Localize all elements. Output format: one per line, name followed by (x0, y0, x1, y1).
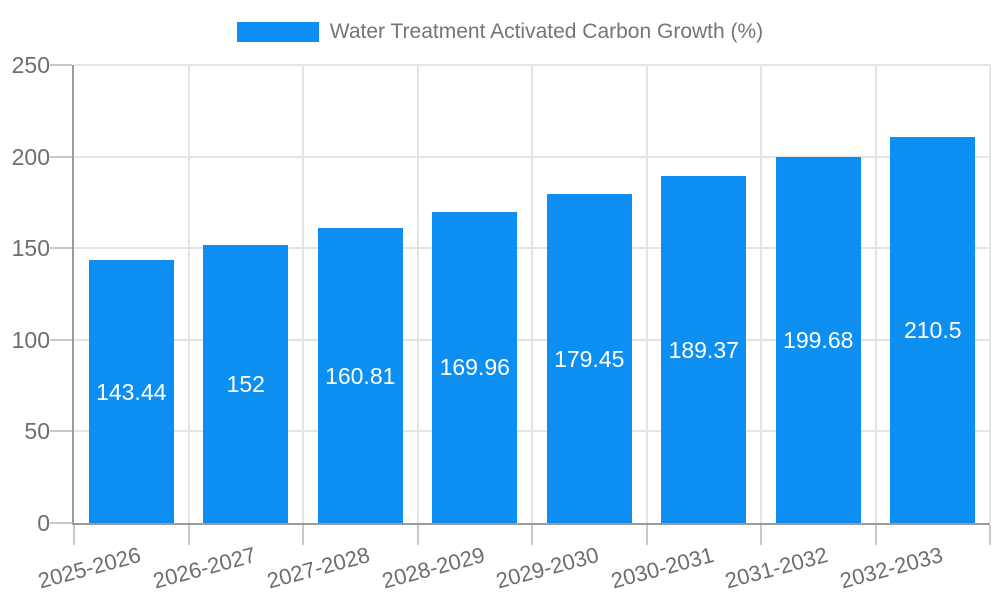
y-axis-label: 200 (11, 143, 50, 170)
bar-2029-2030[interactable] (546, 194, 632, 523)
bar-2028-2029[interactable] (432, 211, 518, 523)
bar-2031-2032[interactable] (775, 157, 861, 523)
bar-value-label: 189.37 (668, 336, 739, 363)
x-axis-tick (760, 525, 762, 545)
legend-swatch (236, 22, 319, 42)
y-axis-label: 100 (11, 326, 50, 353)
bar-2032-2033[interactable] (890, 137, 976, 523)
x-axis-label: 2025-2026 (35, 542, 144, 594)
x-axis-label: 2030-2031 (607, 542, 716, 594)
x-axis-tick (874, 525, 877, 545)
x-axis-tick (645, 525, 648, 545)
y-axis-label: 0 (37, 510, 50, 536)
x-axis-tick (187, 525, 190, 545)
x-axis-label: 2026-2027 (149, 542, 258, 594)
bar-value-label: 210.5 (903, 317, 962, 344)
y-axis-tick (50, 430, 72, 433)
x-gridline (874, 65, 877, 523)
y-axis-label: 50 (24, 418, 50, 445)
y-axis-tick (50, 64, 72, 66)
legend[interactable]: Water Treatment Activated Carbon Growth … (0, 20, 1000, 44)
y-axis-tick (50, 247, 72, 250)
x-gridline (760, 65, 762, 523)
y-axis-tick (50, 155, 72, 158)
x-gridline (989, 65, 991, 523)
bar-value-label: 160.81 (325, 362, 396, 389)
y-axis-line (72, 65, 74, 525)
bar-2030-2031[interactable] (661, 176, 747, 523)
x-axis-label: 2032-2033 (836, 542, 945, 594)
x-gridline (645, 65, 648, 523)
bar-value-label: 199.68 (783, 327, 854, 354)
x-axis-tick (416, 525, 419, 545)
bar-value-label: 169.96 (439, 354, 510, 381)
y-axis-label: 150 (11, 235, 50, 262)
legend-label: Water Treatment Activated Carbon Growth … (329, 20, 764, 43)
x-axis-line (72, 523, 990, 525)
x-axis-label: 2029-2030 (493, 542, 602, 594)
x-gridline (302, 65, 304, 523)
bar-2027-2028[interactable] (317, 228, 403, 523)
x-gridline (531, 65, 533, 523)
bar-value-label: 143.44 (96, 378, 167, 405)
x-axis-tick (73, 525, 75, 545)
y-axis-tick (50, 338, 72, 341)
bar-2025-2026[interactable] (88, 260, 174, 523)
bar-value-label: 152 (226, 370, 265, 397)
x-axis-tick (989, 525, 991, 545)
x-axis-label: 2028-2029 (378, 542, 487, 594)
x-gridline (416, 65, 419, 523)
x-gridline (187, 65, 190, 523)
y-axis-tick (50, 522, 72, 524)
bar-value-label: 179.45 (554, 345, 625, 372)
x-axis-label: 2031-2032 (722, 542, 831, 594)
x-axis-label: 2027-2028 (264, 542, 373, 594)
y-axis-label: 250 (11, 52, 50, 78)
x-axis-tick (531, 525, 533, 545)
bar-2026-2027[interactable] (203, 244, 289, 523)
x-axis-tick (302, 525, 304, 545)
